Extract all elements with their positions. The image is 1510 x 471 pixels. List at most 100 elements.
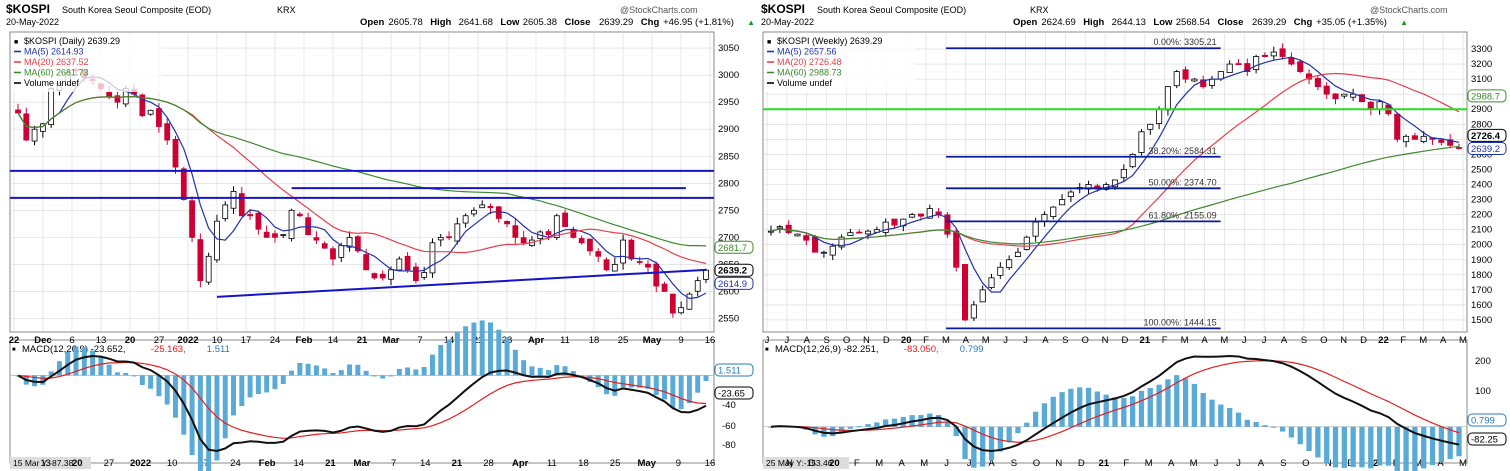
time-tick-label: M [982,335,990,346]
time-tick-label: 21 [1098,458,1109,469]
candle-body [1235,63,1242,66]
change-up-icon: ▲ [747,18,755,27]
macd-histogram-bar [1182,378,1189,427]
fib-level-label: 0.00%: 3305.21 [1154,37,1217,47]
macd-histogram-bar [612,375,618,396]
macd-tick-label: 100 [1475,386,1491,397]
legend-entry: $KOSPI (Daily) 2639.29 [24,36,120,46]
time-tick-label: 17 [199,458,210,469]
price-tick-label: 2800 [1471,119,1492,130]
time-tick-label: A [963,335,970,346]
candle-body [694,280,701,292]
time-tick-label: N [863,335,870,346]
price-tick-label: 3300 [1471,44,1492,55]
candle-body [247,214,253,217]
crosshair-readout-bg [10,457,91,469]
macd-histogram-bar [272,375,278,390]
candle-body [1244,63,1251,73]
time-tick-label: A [1042,335,1049,346]
change-up-icon: ▲ [1400,18,1408,27]
time-tick-label: 14 [293,458,304,469]
candle-body [164,123,171,141]
candle-body [595,251,602,257]
candle-body [856,231,863,234]
time-tick-label: 28 [483,458,494,469]
macd-histogram-bar [1227,408,1233,427]
candle-body [620,239,626,264]
candle-body [412,266,419,282]
time-tick-label: 20 [72,458,83,469]
candle-body [230,191,237,209]
time-tick-label: Mar [383,335,400,346]
legend-entry: Volume undef [24,78,80,88]
price-tick-label: 2950 [718,97,739,108]
candle-body [1411,135,1418,140]
macd-histogram-bar [471,322,477,376]
time-tick-label: J [1214,458,1219,469]
time-tick-label: A [1281,335,1288,346]
chart-icon: ■ [767,39,771,46]
time-tick-label: M [1459,458,1467,469]
ma60-line [770,145,1460,245]
candle-body [1447,139,1454,146]
macd-histogram-bar [156,375,162,397]
ohlc-label: High [1083,17,1104,28]
time-tick-label: O [1081,335,1088,346]
ohlc-value: +35.05 (+1.35%) [1316,17,1387,28]
macd-histogram-bar [695,375,701,393]
candle-body [263,231,270,238]
time-tick-label: M [920,458,928,469]
candle-body [1403,135,1410,143]
candle-body [172,138,179,168]
macd-histogram-bar [173,375,178,418]
ohlc-value: 2624.69 [1041,17,1075,28]
candle-body [944,214,951,235]
time-tick-label: 13 [96,335,107,346]
macd-histogram-bar [521,360,527,376]
macd-tag-label: -82.25 [1471,435,1498,446]
macd-histogram-bar [662,375,668,400]
candle-body [156,108,162,127]
price-tick-label: 2900 [718,124,739,135]
time-tick-label: 21 [1140,335,1151,346]
index-name: South Korea Seoul Composite (EOD) [817,5,966,15]
macd-histogram-bar [1015,426,1021,434]
macd-histogram-bar [1156,384,1162,427]
macd-histogram-bar [988,426,995,461]
macd-histogram-bar [935,415,942,427]
time-tick-label: 11 [560,335,570,346]
macd-histogram-bar [164,375,170,405]
time-tick-label: Apr [528,335,545,346]
macd-histogram-bar [1103,394,1109,427]
macd-histogram-bar [1085,387,1092,427]
exchange-label: KRX [1030,5,1049,15]
macd-tag-label: 0.799 [1471,416,1495,427]
legend-entry: MA(60) 2681.73 [24,68,89,78]
candle-body [205,255,212,283]
price-tag-label: 2681.7 [718,243,747,254]
time-tick-label: A [899,458,906,469]
macd-histogram-bar [595,375,601,388]
time-tick-label: F [1162,335,1168,346]
macd-histogram-bar [570,371,576,376]
time-tick-label: D [883,335,890,346]
macd-histogram-bar [1032,411,1039,427]
macd-histogram-bar [322,368,328,376]
time-tick-label: Feb [296,335,313,346]
macd-histogram-bar [1129,396,1136,427]
macd-hist-label: 0.799 [960,344,984,355]
time-tick-label: 24 [270,335,281,346]
candle-body [1059,199,1066,206]
candle-body [495,206,502,219]
macd-tag-box [714,363,754,377]
candle-body [587,238,593,252]
time-tick-label: N [1325,458,1332,469]
time-tick-label: A [1440,335,1447,346]
candle-body [1032,221,1039,237]
macd-histogram-bar [1165,379,1171,427]
macd-histogram-bar [479,320,485,376]
macd-histogram-bar [637,375,643,388]
time-tick-label: S [1062,335,1068,346]
macd-histogram-bar [678,375,684,410]
price-tick-label: 2300 [1471,195,1492,206]
